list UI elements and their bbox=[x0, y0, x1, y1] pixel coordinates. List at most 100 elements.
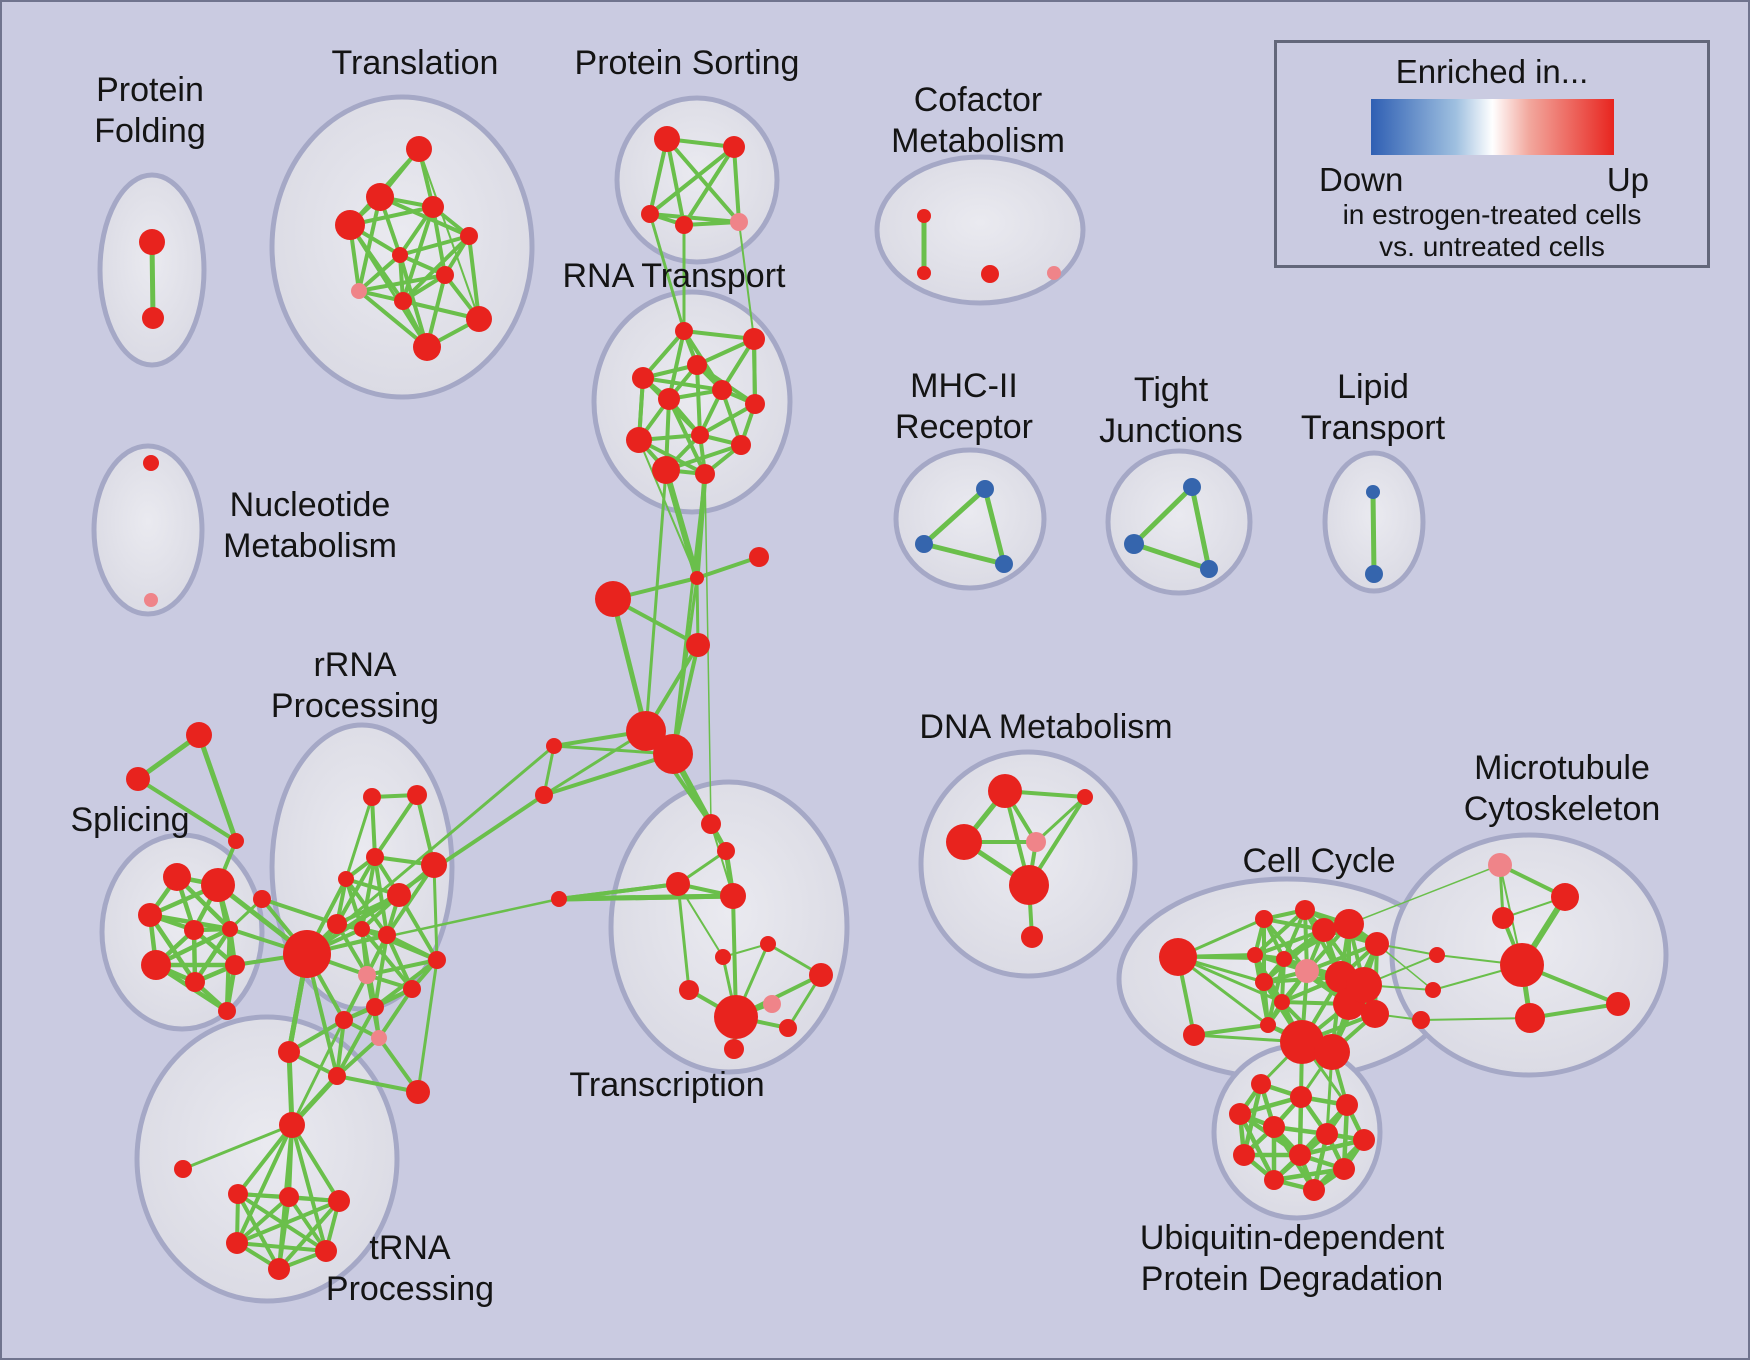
microtubule-cytoskeleton-node-0 bbox=[1488, 853, 1512, 877]
ubiquitin-node-8 bbox=[1289, 1144, 1311, 1166]
rna-transport-edge bbox=[695, 363, 702, 437]
legend-gradient-bar bbox=[1370, 99, 1614, 155]
rrna-processing-edge bbox=[385, 863, 436, 937]
rrna-processing-edge bbox=[335, 1005, 377, 1078]
rrna-processing-node-9 bbox=[421, 852, 447, 878]
dna-metabolism-node-4 bbox=[1009, 865, 1049, 905]
splicing-node-4 bbox=[222, 921, 238, 937]
protein-folding-node-0 bbox=[139, 229, 165, 255]
transcription-node-0 bbox=[690, 571, 704, 585]
mhc-ii-receptor-node-1 bbox=[915, 535, 933, 553]
rrna-processing-edge bbox=[344, 795, 374, 881]
rrna-processing-edge bbox=[335, 1074, 420, 1094]
protein-sorting-edge bbox=[732, 145, 741, 224]
legend-down-label: Down bbox=[1319, 161, 1404, 198]
microtubule-cytoskeleton-node-7 bbox=[1425, 982, 1441, 998]
transcription-node-1 bbox=[749, 547, 769, 567]
trna-processing-node-4 bbox=[226, 1232, 248, 1254]
translation-node-8 bbox=[394, 292, 412, 310]
rrna-processing-node-12 bbox=[428, 951, 446, 969]
tight-junctions-node-0 bbox=[1183, 478, 1201, 496]
cell-cycle-edge bbox=[1305, 942, 1379, 973]
cofactor-metabolism-node-2 bbox=[981, 265, 999, 283]
transcription-node-11 bbox=[715, 949, 731, 965]
cell-cycle-edge bbox=[1266, 957, 1286, 1027]
microtubule-cytoskeleton-node-2 bbox=[1492, 907, 1514, 929]
trna-processing-node-3 bbox=[328, 1190, 350, 1212]
tight-junctions-edge bbox=[1189, 484, 1212, 572]
microtubule-cytoskeleton-node-4 bbox=[1515, 1003, 1545, 1033]
transcription-node-9 bbox=[720, 883, 746, 909]
microtubule-cytoskeleton-node-6 bbox=[1429, 947, 1445, 963]
cell-cycle-node-8 bbox=[1276, 951, 1292, 967]
rna-transport-node-4 bbox=[658, 388, 680, 410]
splicing-triangle-node-1 bbox=[126, 767, 150, 791]
cell-cycle-node-1 bbox=[1183, 1024, 1205, 1046]
rna-transport-node-7 bbox=[626, 427, 652, 453]
cell-cycle-edge bbox=[1253, 928, 1326, 957]
rrna-processing-edge bbox=[335, 855, 377, 926]
transcription-edge bbox=[676, 882, 691, 992]
rna-transport-node-0 bbox=[675, 322, 693, 340]
splicing-label: Splicing bbox=[70, 801, 189, 839]
rrna-processing-node-17 bbox=[328, 1067, 346, 1085]
transcription-node-15 bbox=[714, 995, 758, 1039]
trna-processing-edge bbox=[290, 1123, 341, 1203]
ubiquitin-node-0 bbox=[1251, 1074, 1271, 1094]
microtubule-cytoskeleton-node-5 bbox=[1606, 992, 1630, 1016]
dna-metabolism-node-5 bbox=[1021, 926, 1043, 948]
rna-transport-edge bbox=[683, 330, 755, 340]
translation-edge bbox=[398, 234, 471, 257]
trna-processing-edge bbox=[236, 1123, 294, 1196]
protein-sorting-edge bbox=[682, 145, 736, 227]
rna-transport-to-transcription-edge bbox=[671, 472, 707, 756]
tight-junctions-ellipse bbox=[1105, 448, 1253, 596]
rna-transport-node-1 bbox=[743, 328, 765, 350]
transcription-edge bbox=[610, 596, 649, 734]
lipid-transport-node-0 bbox=[1366, 485, 1380, 499]
splicing-node-1 bbox=[201, 868, 235, 902]
protein-sorting-edge bbox=[648, 212, 741, 224]
rrna-processing-edge bbox=[370, 795, 377, 859]
splicing-triangle-edge bbox=[136, 777, 238, 843]
translation-edge bbox=[401, 299, 481, 321]
translation-edge bbox=[401, 234, 471, 303]
translation-node-9 bbox=[466, 306, 492, 332]
nucleotide-metabolism-node-0 bbox=[143, 455, 159, 471]
protein-sorting-to-rna-transport-edge bbox=[648, 212, 686, 333]
translation-edge bbox=[398, 253, 429, 349]
mhc-ii-receptor-edge bbox=[921, 486, 988, 547]
ubiquitin-node-6 bbox=[1353, 1129, 1375, 1151]
cell-cycle-node-13 bbox=[1260, 1017, 1276, 1033]
rrna-processing-node-6 bbox=[378, 926, 396, 944]
microtubule-cytoskeleton-label: Microtubule bbox=[1474, 749, 1650, 787]
transcription-node-5 bbox=[653, 734, 693, 774]
cell-cycle-node-2 bbox=[1255, 910, 1273, 928]
cell-cycle-node-16 bbox=[1361, 1000, 1389, 1028]
cell-cycle-label: Cell Cycle bbox=[1242, 842, 1395, 880]
cell-cycle-node-9 bbox=[1295, 959, 1319, 983]
protein-sorting-label: Protein Sorting bbox=[575, 44, 800, 82]
cofactor-metabolism-node-0 bbox=[917, 209, 931, 223]
connectors-node-1 bbox=[535, 786, 553, 804]
rrna-processing-node-8 bbox=[366, 848, 384, 866]
protein-folding-label: Protein bbox=[96, 71, 204, 109]
protein-sorting-edge bbox=[648, 145, 736, 216]
rrna-processing-to-trna-processing-edge bbox=[290, 1018, 346, 1127]
rrna-processing-node-16 bbox=[278, 1041, 300, 1063]
cofactor-metabolism-node-3 bbox=[1047, 266, 1061, 280]
translation-edge bbox=[418, 148, 480, 320]
trna-processing-edge bbox=[235, 1195, 291, 1245]
trna-processing-node-1 bbox=[228, 1184, 248, 1204]
rna-transport-to-transcription-edge bbox=[638, 439, 698, 579]
dna-metabolism-node-2 bbox=[1077, 789, 1093, 805]
rrna-processing-node-11 bbox=[403, 980, 421, 998]
microtubule-cytoskeleton-edge bbox=[1420, 1017, 1531, 1021]
tight-junctions-edge bbox=[1131, 541, 1212, 572]
translation-label: Translation bbox=[332, 44, 499, 82]
rrna-processing-node-5 bbox=[354, 921, 370, 937]
protein-sorting-node-0 bbox=[654, 126, 680, 152]
protein-sorting-edge bbox=[682, 220, 741, 227]
